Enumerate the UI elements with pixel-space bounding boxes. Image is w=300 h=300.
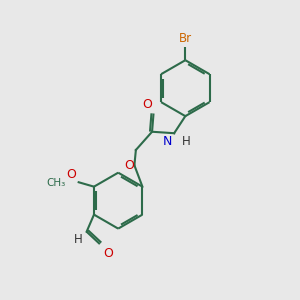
- Text: CH₃: CH₃: [46, 178, 65, 188]
- Text: N: N: [162, 135, 172, 148]
- Text: O: O: [142, 98, 152, 111]
- Text: O: O: [125, 159, 135, 172]
- Text: Br: Br: [179, 32, 192, 45]
- Text: O: O: [67, 168, 76, 181]
- Text: H: H: [74, 233, 83, 246]
- Text: O: O: [103, 247, 113, 260]
- Text: H: H: [182, 135, 190, 148]
